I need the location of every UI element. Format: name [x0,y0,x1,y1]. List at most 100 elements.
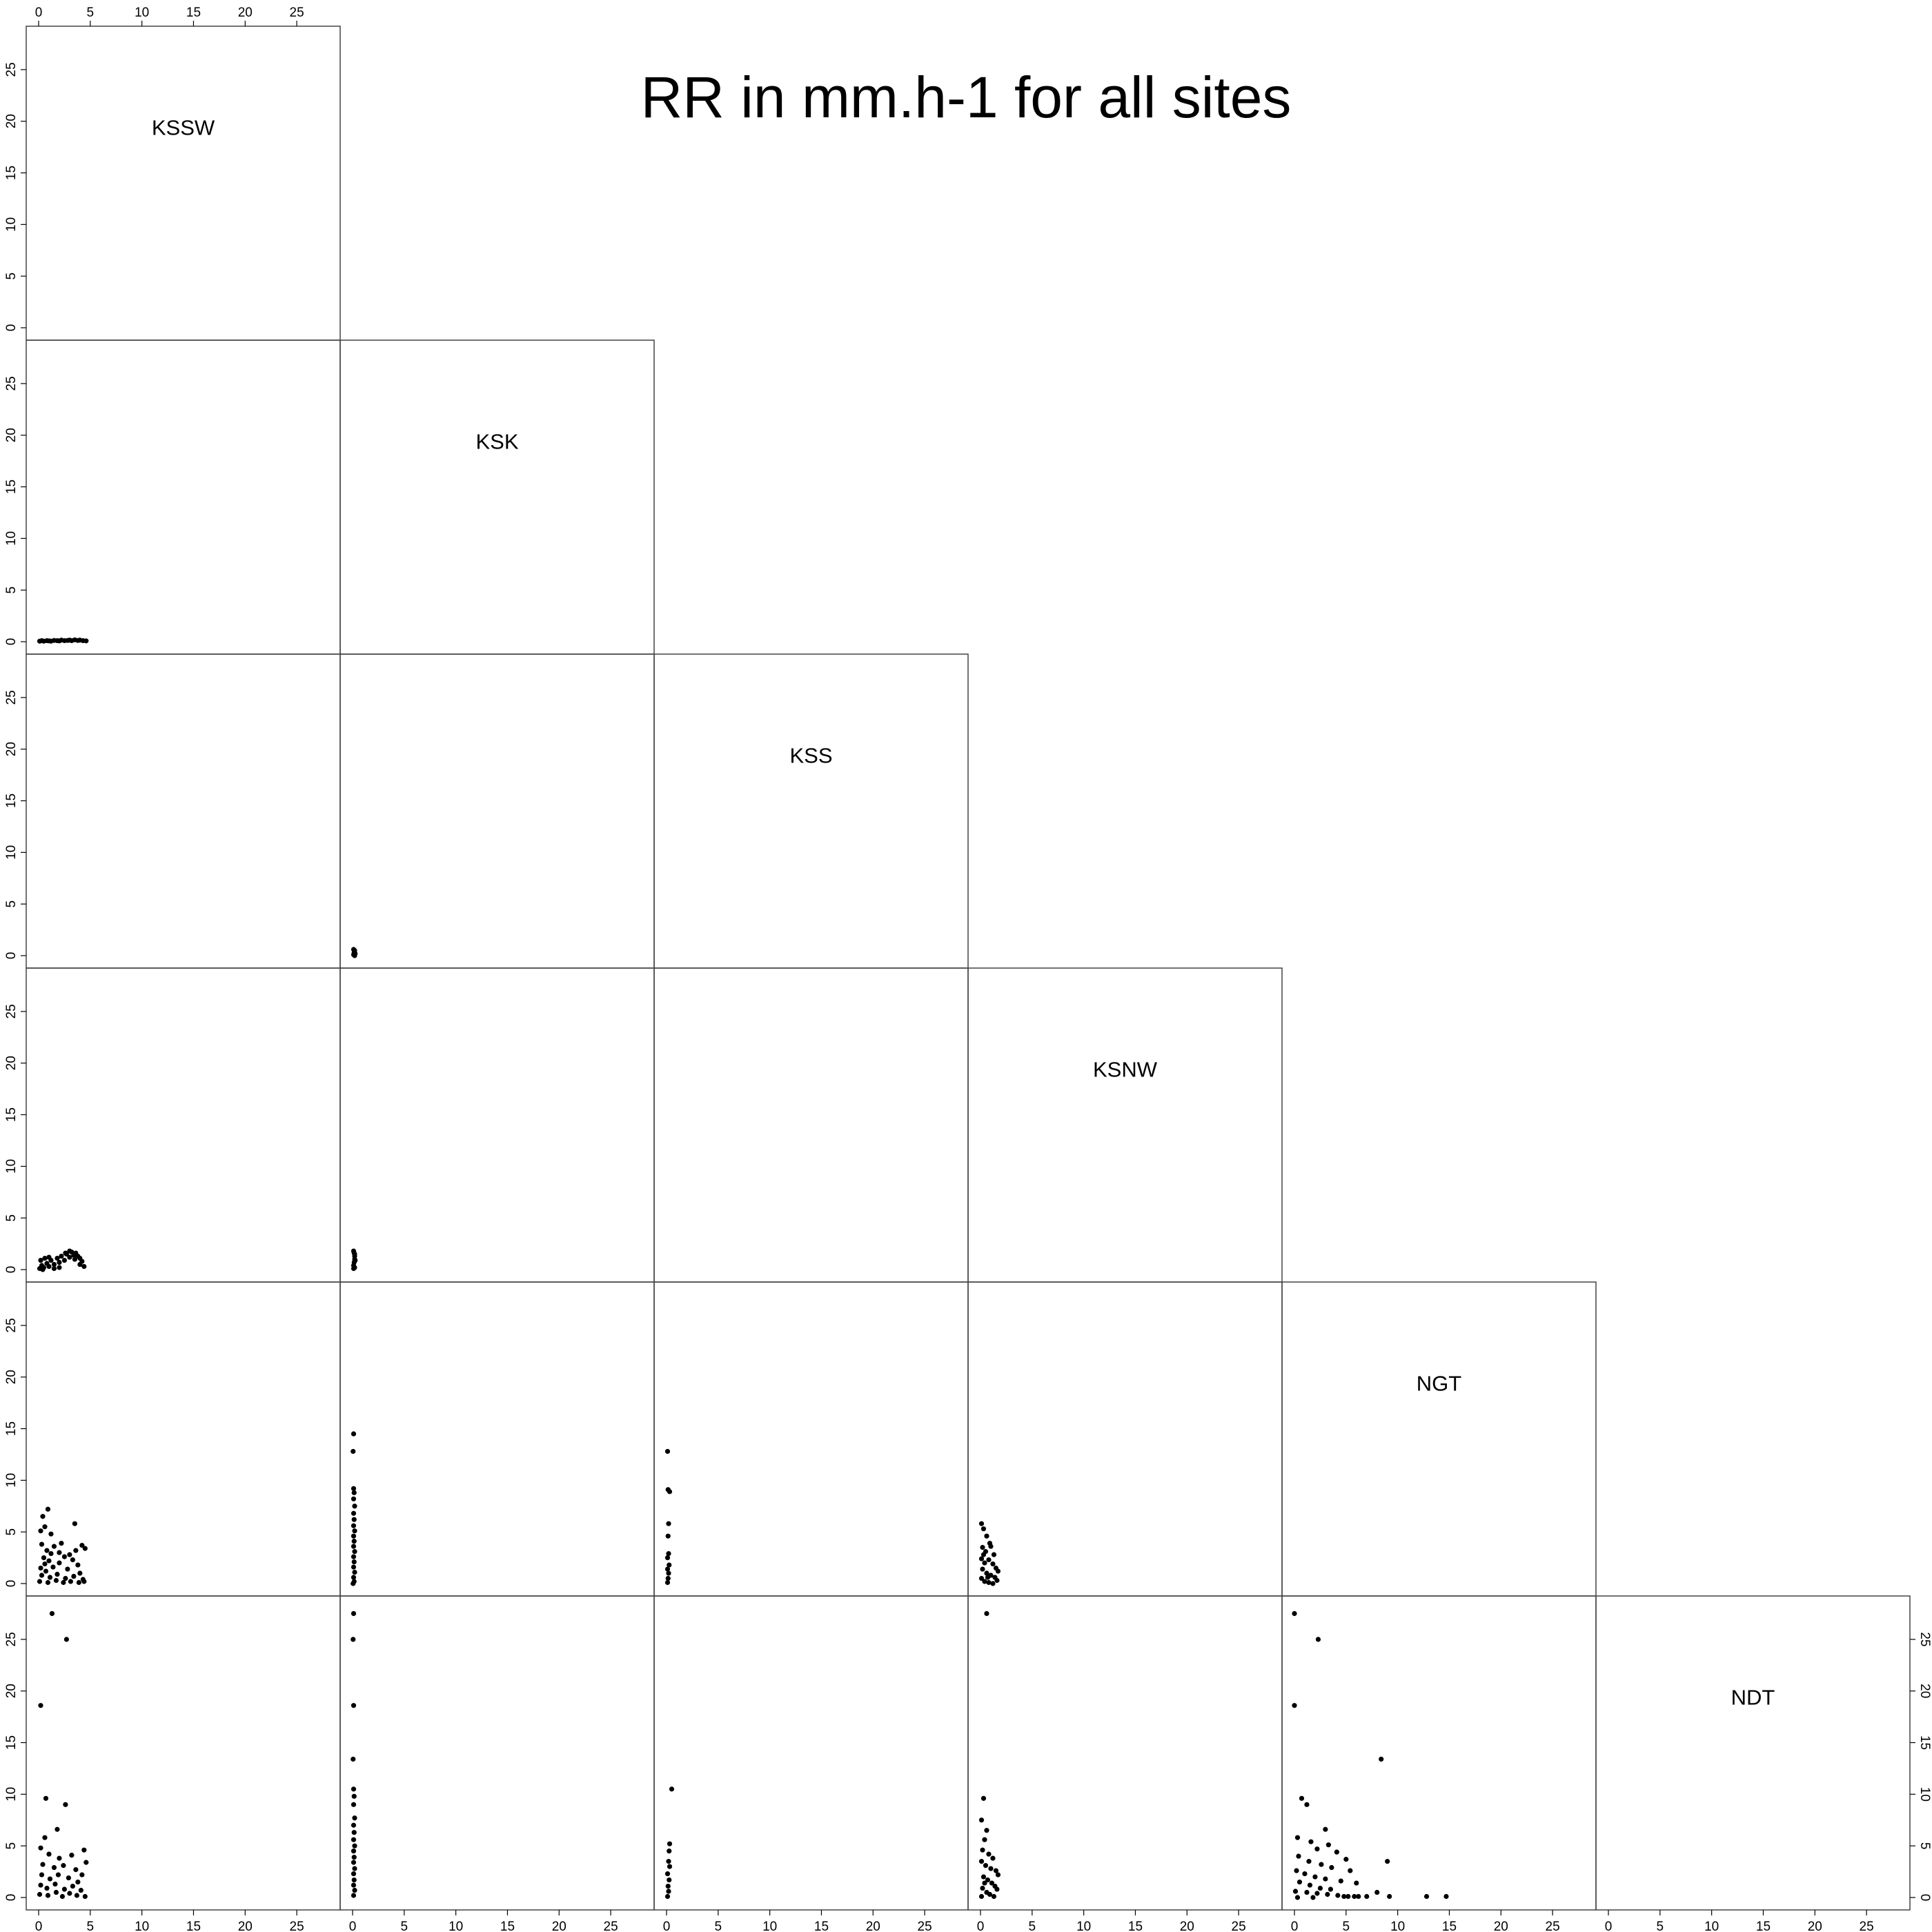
x-tick-label: 20 [1808,1920,1822,1932]
x-tick-label: 15 [1756,1920,1771,1932]
data-point [42,1255,48,1261]
data-point [67,1254,72,1260]
data-point [988,1866,994,1871]
data-point [55,1571,60,1577]
data-point [980,1526,987,1532]
panel-frame-r6-c2 [339,1595,655,1911]
panel-frame-r5-c1 [26,1281,341,1597]
data-point [351,1510,357,1516]
scatter-ndt-vs-kssw [37,1610,89,1900]
data-point [81,1847,87,1853]
data-point [666,1859,671,1864]
x-tick-label: 25 [918,1920,932,1932]
x-tick-label: 20 [552,1920,566,1932]
x-tick-label: 25 [1546,1920,1560,1932]
x-tick-label: 5 [1343,1920,1350,1932]
data-point [993,1868,999,1873]
data-point [351,1877,357,1883]
data-point [40,1267,46,1272]
data-point [1294,1895,1301,1900]
data-point [1314,1891,1320,1896]
y-tick-label: 10 [4,1473,19,1488]
data-point [1315,1637,1321,1642]
data-point [1323,1876,1328,1882]
data-point [985,1877,991,1883]
data-point [1294,1868,1299,1873]
y-tick-label: 25 [4,1632,19,1646]
data-point [57,1855,62,1861]
x-tick-label: 20 [1494,1920,1508,1932]
data-point [986,1579,992,1586]
data-point [1338,1878,1343,1884]
data-point [38,1845,43,1851]
diagonal-label-ksnw: KSNW [1093,1058,1158,1082]
data-point [351,1756,356,1762]
data-point [1348,1868,1353,1873]
scatter-ksnw-vs-ksk [351,1248,358,1272]
data-point [352,1549,357,1555]
x-tick-label: 0 [35,6,43,20]
y-tick-label: 5 [4,586,19,594]
x-tick-label: 25 [290,1920,304,1932]
data-point [72,1256,77,1262]
data-point [77,1570,83,1576]
data-point [43,1568,49,1574]
x-tick-label: 0 [1605,1920,1613,1932]
x-tick-label: 10 [135,1920,149,1932]
data-point [351,1610,357,1617]
data-point [79,1543,85,1548]
panel-frame-r4-c3 [653,967,969,1283]
x-tick-label: 20 [238,6,253,20]
data-point [82,1546,88,1551]
scatter-ngt-vs-ksk [351,1431,357,1586]
data-point [83,1860,89,1865]
panel-frame-r2-c1 [26,339,341,655]
data-point [46,1254,52,1260]
data-point [352,1843,357,1849]
panel-frame-r5-c5 [1281,1281,1597,1597]
x-tick-label: 5 [401,1920,408,1932]
x-tick-label: 5 [1657,1920,1664,1932]
x-tick-label: 15 [186,6,201,20]
data-point [42,1524,48,1530]
scatter-ksk-vs-kssw [37,637,89,644]
data-point [47,1876,53,1882]
data-point [1354,1880,1359,1886]
x-tick-label: 5 [87,1920,95,1932]
y-tick-label: 10 [4,1159,19,1174]
data-point [664,1579,671,1586]
data-point [667,1562,672,1568]
data-point [63,1575,68,1581]
panel-frame-r3-c2 [339,653,655,969]
data-point [667,1489,673,1495]
data-point [1304,1802,1310,1807]
y-tick-label: 25 [4,1004,19,1018]
data-point [667,1864,673,1869]
data-point [73,1866,79,1873]
data-point [1323,1826,1328,1832]
data-point [352,1569,357,1575]
data-point [351,1802,357,1807]
data-point [49,1610,55,1617]
data-point [978,1817,985,1823]
data-point [78,1887,83,1893]
data-point [42,1561,48,1567]
y-tick-label: 10 [4,531,19,546]
data-point [1385,1859,1390,1864]
data-point [352,953,357,958]
x-tick-label: 10 [1390,1920,1405,1932]
data-point [46,1263,52,1270]
data-point [351,1564,357,1570]
data-point [63,1250,68,1256]
data-point [1364,1893,1370,1900]
panel-frame-r1-c1 [26,26,341,341]
data-point [352,1815,357,1821]
scatter-ndt-vs-ngt [1292,1610,1449,1900]
data-point [991,1552,997,1557]
data-point [666,1521,671,1526]
data-point [55,1255,60,1261]
data-point [664,1871,671,1877]
data-point [39,1573,45,1578]
data-point [67,1248,72,1254]
